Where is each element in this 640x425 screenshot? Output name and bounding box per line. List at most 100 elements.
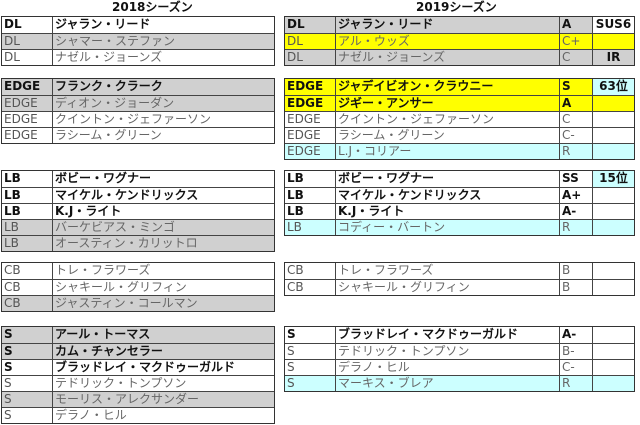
name-cell[interactable]: モーリス・アレクサンダー [52,392,274,407]
name-cell[interactable]: トレ・フラワーズ [335,263,559,279]
grade-cell[interactable]: C- [559,128,592,143]
name-cell[interactable]: シャマー・ステファン [52,34,274,49]
note-cell[interactable] [592,280,634,295]
grade-cell[interactable]: C [559,112,592,127]
pos-cell[interactable]: DL [287,34,303,48]
pos-cell[interactable]: EDGE [287,79,324,93]
pos-cell[interactable]: EDGE [4,96,38,110]
pos-cell[interactable]: S [4,360,13,374]
pos-cell[interactable]: EDGE [4,128,38,142]
name-cell[interactable]: アール・トーマス [52,327,274,343]
name-cell[interactable]: デラノ・ヒル [52,408,274,423]
pos-cell[interactable]: LB [4,204,21,218]
note-cell[interactable] [592,327,634,343]
pos-cell[interactable]: CB [287,280,304,294]
pos-cell[interactable]: DL [287,17,305,31]
pos-cell[interactable]: LB [4,236,19,250]
note-cell[interactable] [592,220,634,235]
pos-cell[interactable]: LB [4,220,19,234]
name-cell[interactable]: ラシーム・グリーン [335,128,559,143]
grade-cell[interactable]: R [559,220,592,235]
name-cell[interactable]: トレ・フラワーズ [52,263,274,279]
pos-cell[interactable]: S [4,408,12,422]
pos-cell[interactable]: CB [287,263,304,277]
name-cell[interactable]: ボビー・ワグナー [52,171,274,187]
note-cell[interactable] [592,34,634,49]
pos-cell[interactable]: S [287,327,296,341]
name-cell[interactable]: マーキス・ブレア [335,376,559,391]
name-cell[interactable]: ディオン・ジョーダン [52,96,274,111]
note-cell[interactable] [592,144,634,159]
name-cell[interactable]: シャキール・グリフィン [335,280,559,295]
name-cell[interactable]: L.J・コリアー [335,144,559,159]
pos-cell[interactable]: DL [4,17,22,31]
pos-cell[interactable]: S [287,376,295,390]
name-cell[interactable]: ブラッドレイ・マクドゥーガルド [335,327,559,343]
grade-cell[interactable]: R [559,144,592,159]
pos-cell[interactable]: LB [287,204,304,218]
pos-cell[interactable]: EDGE [287,96,324,110]
note-cell[interactable] [592,96,634,111]
pos-cell[interactable]: EDGE [4,79,41,93]
note-cell[interactable] [592,376,634,391]
name-cell[interactable]: アル・ウッズ [335,34,559,49]
pos-cell[interactable]: S [287,360,295,374]
name-cell[interactable]: ジャデイビオン・クラウニー [335,79,559,95]
grade-cell[interactable]: B [559,263,592,279]
pos-cell[interactable]: DL [4,50,20,64]
pos-cell[interactable]: EDGE [287,112,321,126]
pos-cell[interactable]: DL [287,50,303,64]
name-cell[interactable]: ナゼル・ジョーンズ [335,50,559,65]
name-cell[interactable]: バーケビアス・ミンゴ [52,220,274,235]
name-cell[interactable]: カム・チャンセラー [52,344,274,359]
name-cell[interactable]: ジャラン・リード [52,17,274,33]
grade-cell[interactable]: B [559,280,592,295]
pos-cell[interactable]: LB [4,171,21,185]
note-cell[interactable] [592,360,634,375]
name-cell[interactable]: ブラッドレイ・マクドゥーガルド [52,360,274,375]
pos-cell[interactable]: EDGE [287,128,321,142]
pos-cell[interactable]: LB [287,220,302,234]
pos-cell[interactable]: LB [4,188,21,202]
name-cell[interactable]: ボビー・ワグナー [335,171,559,187]
note-cell[interactable] [592,112,634,127]
pos-cell[interactable]: S [4,327,13,341]
name-cell[interactable]: ジャスティン・コールマン [52,296,274,311]
pos-cell[interactable]: EDGE [287,144,321,158]
note-cell[interactable] [592,128,634,143]
pos-cell[interactable]: CB [4,263,21,277]
grade-cell[interactable]: A [559,96,592,111]
name-cell[interactable]: コディー・バートン [335,220,559,235]
name-cell[interactable]: K.J・ライト [52,204,274,219]
name-cell[interactable]: デラノ・ヒル [335,360,559,375]
pos-cell[interactable]: S [287,344,295,358]
pos-cell[interactable]: CB [4,296,21,310]
name-cell[interactable]: テドリック・トンプソン [335,344,559,359]
pos-cell[interactable]: DL [4,34,20,48]
note-cell[interactable] [592,188,634,203]
note-cell[interactable] [592,263,634,279]
name-cell[interactable]: クイントン・ジェファーソン [335,112,559,127]
grade-cell[interactable]: A- [559,204,592,219]
pos-cell[interactable]: EDGE [4,112,38,126]
grade-cell[interactable]: SS [559,171,592,187]
grade-cell[interactable]: A+ [559,188,592,203]
name-cell[interactable]: テドリック・トンプソン [52,376,274,391]
note-cell[interactable] [592,204,634,219]
note-cell[interactable]: 15位 [592,171,634,187]
note-cell[interactable]: SUS6 [592,17,634,33]
grade-cell[interactable]: S [559,79,592,95]
pos-cell[interactable]: S [4,392,12,406]
grade-cell[interactable]: A [559,17,592,33]
name-cell[interactable]: マイケル・ケンドリックス [335,188,559,203]
note-cell[interactable]: IR [592,50,634,65]
grade-cell[interactable]: C+ [559,34,592,49]
grade-cell[interactable]: A- [559,327,592,343]
name-cell[interactable]: ジギー・アンサー [335,96,559,111]
note-cell[interactable] [592,344,634,359]
name-cell[interactable]: クイントン・ジェファーソン [52,112,274,127]
pos-cell[interactable]: LB [287,188,304,202]
note-cell[interactable]: 63位 [592,79,634,95]
grade-cell[interactable]: C [559,50,592,65]
name-cell[interactable]: ラシーム・グリーン [52,128,274,143]
